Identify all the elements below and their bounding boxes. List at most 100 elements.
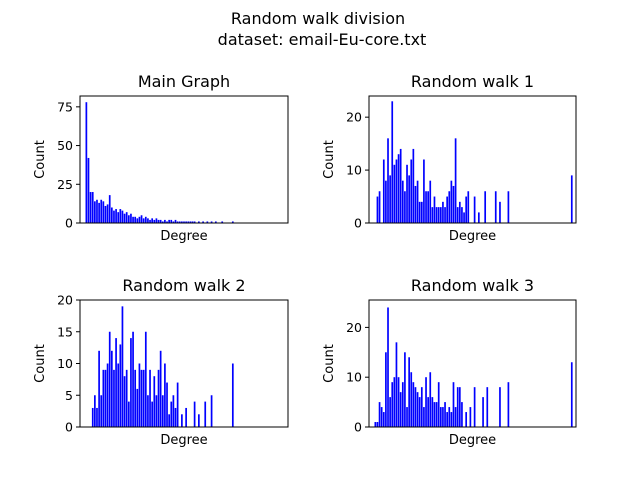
chart1-bar: [391, 101, 394, 223]
chart1-bar: [408, 175, 410, 224]
chart3-bar: [389, 397, 391, 427]
chart3-bar: [391, 382, 394, 427]
chart2-bar: [115, 338, 117, 427]
chart2-bar: [94, 395, 96, 427]
chart3-bar: [442, 407, 444, 427]
chart3-bar: [425, 377, 427, 427]
chart3-ytick-label: 20: [346, 320, 362, 335]
chart1-bar: [382, 159, 385, 223]
chart1-bar: [414, 185, 417, 223]
figure-suptitle-line2: dataset: email-Eu-core.txt: [218, 30, 427, 49]
subplot-random-walk-3: 0 10 20 Random walk 3 Degree Count: [322, 276, 577, 448]
chart3-title: Random walk 3: [411, 276, 534, 295]
chart2-bar: [96, 407, 98, 427]
chart2-bar: [149, 369, 151, 427]
chart2-bar: [125, 369, 128, 427]
chart1-bar: [412, 148, 415, 223]
chart3-ytick-label: 10: [346, 370, 362, 385]
chart3-bar: [406, 407, 408, 427]
chart1-bar: [446, 196, 448, 223]
chart1-xlabel: Degree: [449, 229, 496, 244]
chart3-bar: [414, 387, 417, 427]
chart0-bar: [104, 205, 107, 223]
chart0-bar: [159, 219, 162, 223]
chart3-bar: [507, 382, 510, 427]
chart1-bar: [429, 180, 432, 223]
chart3-bar: [458, 387, 461, 427]
chart3-bar: [429, 372, 432, 427]
chart2-bar: [134, 369, 137, 427]
subplot-random-walk-2: 0 5 10 15 20 Random walk 2 Degree Count: [33, 276, 289, 448]
chart2-bar: [130, 338, 132, 427]
chart2-bar: [144, 331, 147, 427]
chart2-bar: [170, 401, 173, 427]
chart0-bar: [85, 102, 88, 223]
chart3-bar: [465, 412, 468, 427]
chart1-ytick-label: 0: [354, 216, 362, 231]
chart3-bar: [482, 397, 484, 427]
chart3-bar: [499, 387, 501, 427]
chart2-ytick-label: 10: [57, 356, 73, 371]
chart2-bar: [174, 407, 177, 427]
chart1-bar: [454, 138, 457, 223]
chart0-bar: [166, 221, 168, 223]
chart3-bar: [486, 387, 489, 427]
chart2-bar: [98, 350, 100, 427]
chart2-bar: [161, 395, 164, 427]
chart0-bar: [127, 215, 130, 223]
chart0-bar: [221, 221, 224, 223]
chart1-ytick-label: 20: [346, 110, 362, 125]
chart1-bar: [499, 201, 501, 223]
chart2-bar: [110, 350, 113, 427]
chart1-ytick-label: 10: [346, 163, 362, 178]
chart1-bar: [448, 191, 451, 223]
chart2-bar: [100, 395, 103, 427]
chart3-bar: [374, 422, 377, 427]
chart2-bar: [113, 369, 115, 427]
chart0-axes-frame: [79, 95, 289, 224]
chart1-axes-frame: [368, 95, 577, 224]
chart3-bar: [395, 342, 398, 427]
chart0-bar: [134, 216, 137, 223]
chart3-bar: [385, 352, 387, 427]
chart3-bar: [446, 412, 448, 427]
chart0-bar: [87, 157, 90, 223]
chart2-ytick-label: 15: [57, 324, 73, 339]
chart0-bar: [108, 195, 111, 223]
chart0-bar: [157, 219, 160, 223]
chart1-bar: [397, 154, 400, 223]
chart2-bar: [164, 363, 166, 427]
chart2-title: Random walk 2: [122, 276, 245, 295]
chart1-ylabel: Count: [322, 140, 337, 179]
chart1-bar: [507, 191, 510, 223]
chart0-bar: [172, 221, 175, 223]
chart0-ytick-label: 75: [57, 99, 73, 114]
chart2-bar: [119, 344, 122, 427]
chart0-ylabel: Count: [33, 140, 48, 179]
chart3-bar: [380, 407, 383, 427]
chart3-bar: [404, 352, 406, 427]
chart2-bar: [151, 401, 154, 427]
chart1-bar: [444, 207, 446, 224]
chart0-bar: [119, 209, 122, 223]
chart0-bar: [142, 218, 145, 223]
chart3-bar: [437, 382, 440, 427]
chart2-bar: [147, 395, 149, 427]
chart3-bar: [423, 407, 425, 427]
chart1-bar: [433, 196, 436, 223]
chart0-bar: [161, 221, 164, 223]
chart1-bar: [465, 196, 468, 223]
chart1-bar: [406, 164, 408, 223]
chart1-bar: [404, 191, 406, 223]
chart2-xlabel: Degree: [160, 433, 207, 448]
chart0-bar: [89, 192, 92, 223]
chart2-bar: [104, 369, 107, 427]
chart0-bar: [231, 221, 234, 223]
chart1-bar: [395, 159, 398, 223]
chart0-bar: [164, 219, 166, 223]
chart2-bar: [127, 401, 130, 427]
chart1-bar: [418, 201, 421, 223]
chart0-bar: [181, 221, 183, 223]
chart1-bar: [450, 180, 453, 223]
chart0-bar: [168, 219, 170, 223]
